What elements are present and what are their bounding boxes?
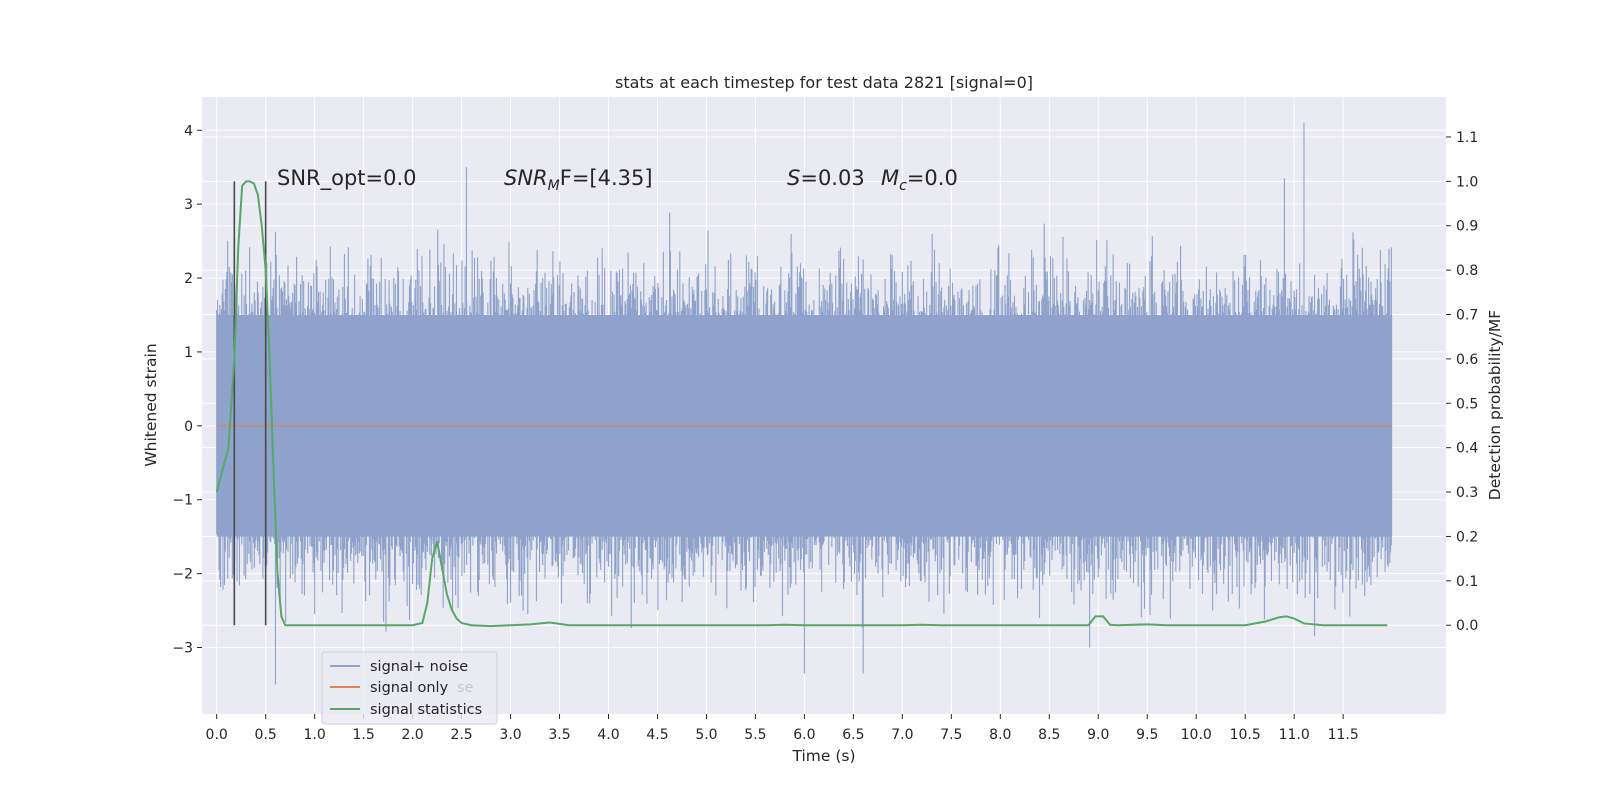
chart-title: stats at each timestep for test data 282… (615, 73, 1033, 92)
y-right-tick-label-4: 0.4 (1456, 441, 1478, 457)
y-right-tick-label-6: 0.6 (1456, 352, 1478, 368)
x-tick-label-17: 8.5 (1038, 727, 1060, 743)
annotation-s-rest: =0.03 (800, 166, 864, 190)
y-left-tick-label-1: −2 (172, 567, 193, 583)
legend-label-statistics: signal statistics (370, 702, 482, 718)
y-right-tick-label-2: 0.2 (1456, 529, 1478, 545)
x-tick-label-1: 0.5 (255, 727, 277, 743)
x-tick-label-21: 10.5 (1230, 727, 1261, 743)
x-tick-label-22: 11.0 (1279, 727, 1310, 743)
y-right-tick-label-9: 0.9 (1456, 219, 1478, 235)
x-tick-label-5: 2.5 (450, 727, 472, 743)
statistics-series-group (215, 180, 1388, 628)
y-axis-label-left: Whitened strain (142, 343, 160, 466)
y-right-tick-label-1: 0.1 (1456, 574, 1478, 590)
x-tick-label-18: 9.0 (1087, 727, 1109, 743)
signal-statistics-line (215, 180, 1388, 628)
x-tick-label-16: 8.0 (989, 727, 1011, 743)
annotation-mc-value: Mc=0.0 (881, 166, 958, 194)
x-tick-label-3: 1.5 (352, 727, 374, 743)
y-left-tick-label-2: −1 (172, 493, 193, 509)
y-left-tick-label-3: 0 (184, 419, 193, 435)
x-tick-label-20: 10.0 (1181, 727, 1212, 743)
x-tick-label-6: 3.0 (499, 727, 521, 743)
x-tick-label-0: 0.0 (206, 727, 228, 743)
y-right-ticks-group: 0.0 0.1 0.2 0.3 0.4 0.5 0.6 0.7 0.8 0.9 1.0 1.1 (1446, 130, 1478, 634)
y-right-tick-label-5: 0.5 (1456, 396, 1478, 412)
x-tick-label-11: 5.5 (744, 727, 766, 743)
x-tick-label-14: 7.0 (891, 727, 913, 743)
y-right-tick-label-3: 0.3 (1456, 485, 1478, 501)
annotation-s-symbol: S (787, 166, 800, 190)
y-right-tick-label-10: 1.0 (1456, 174, 1478, 190)
y-right-tick-label-7: 0.7 (1456, 308, 1478, 324)
legend-label-noise: signal+ noise (370, 659, 468, 675)
x-tick-label-12: 6.0 (793, 727, 815, 743)
x-tick-label-23: 11.5 (1328, 727, 1359, 743)
x-tick-label-15: 7.5 (940, 727, 962, 743)
x-tick-label-13: 6.5 (842, 727, 864, 743)
x-tick-label-2: 1.0 (304, 727, 326, 743)
annotation-mc-subscript: c (899, 178, 907, 194)
vertical-markers-group (233, 181, 267, 626)
annotation-snr-opt: SNR_opt=0.0 (277, 166, 417, 191)
x-ticks-group: 0.0 0.5 1.0 1.5 2.0 2.5 3.0 3.5 4.0 4.5 5.0 5.5 6.0 6… (206, 714, 1359, 743)
annotation-snr-mf-subscript: M (548, 178, 560, 194)
annotation-snr-mf-base: SNR (504, 166, 548, 190)
y-left-tick-label-6: 3 (184, 197, 193, 213)
x-axis-label: Time (s) (791, 747, 855, 765)
legend-box (321, 651, 498, 725)
y-right-tick-label-8: 0.8 (1456, 263, 1478, 279)
annotation-snr-mf: SNRMF=[4.35] (504, 166, 653, 194)
x-tick-label-9: 4.5 (646, 727, 668, 743)
legend-label-signal-only: signal only (370, 680, 449, 696)
x-tick-label-8: 4.0 (597, 727, 619, 743)
y-right-tick-label-0: 0.0 (1456, 618, 1478, 634)
x-tick-label-19: 9.5 (1136, 727, 1158, 743)
x-tick-label-10: 5.0 (695, 727, 717, 743)
y-left-tick-label-4: 1 (184, 345, 193, 361)
y-left-tick-label-0: −3 (172, 640, 193, 656)
annotation-s-value: S=0.03 (787, 166, 865, 190)
legend: se signal+ noise signal only signal stat… (321, 651, 498, 725)
annotation-mc-rest: =0.0 (907, 166, 958, 190)
y-left-tick-label-7: 4 (184, 123, 193, 139)
noise-trace (216, 122, 1392, 685)
x-tick-label-4: 2.0 (401, 727, 423, 743)
annotation-mc-symbol: M (881, 166, 899, 190)
y-left-ticks-group: −3 −2 −1 0 1 2 3 4 (172, 123, 202, 656)
annotation-snr-mf-rest: F=[4.35] (560, 166, 653, 190)
y-left-tick-label-5: 2 (184, 271, 193, 287)
y-right-tick-label-11: 1.1 (1456, 130, 1478, 146)
x-tick-label-7: 3.5 (548, 727, 570, 743)
y-axis-label-right: Detection probability/MF (1486, 310, 1504, 501)
